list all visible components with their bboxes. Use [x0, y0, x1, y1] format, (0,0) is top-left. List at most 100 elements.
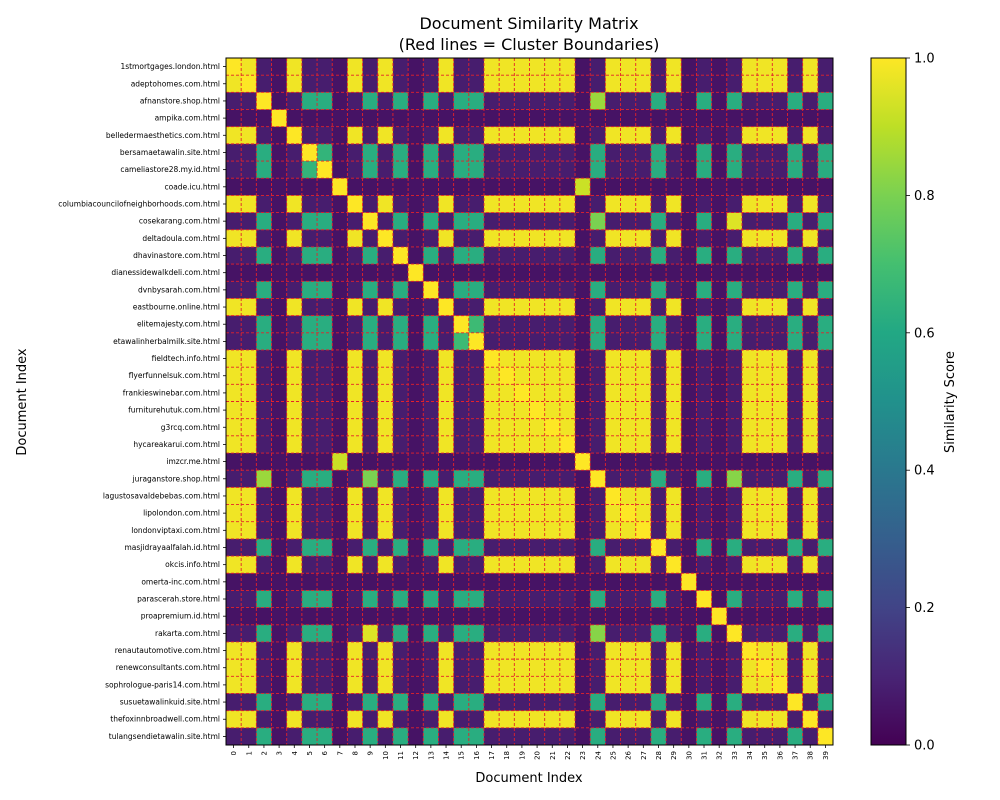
heatmap-cell — [575, 607, 591, 626]
heatmap-cell — [362, 281, 379, 299]
heatmap-cell — [514, 195, 530, 213]
heatmap-cell — [468, 298, 485, 317]
heatmap-cell — [377, 693, 394, 712]
heatmap-cell — [559, 453, 576, 471]
heatmap-cell — [741, 349, 758, 368]
heatmap-cell — [256, 298, 272, 317]
heatmap-cell — [650, 178, 667, 196]
heatmap-cell — [529, 659, 546, 677]
x-tick-label: 2 — [260, 751, 268, 755]
heatmap-cell — [226, 470, 242, 488]
heatmap-cell — [271, 418, 288, 437]
heatmap-cell — [802, 453, 819, 471]
heatmap-cell — [559, 641, 576, 660]
heatmap-cell — [317, 504, 333, 523]
heatmap-cell — [635, 332, 652, 351]
heatmap-cell — [483, 521, 500, 540]
heatmap-cell — [802, 92, 819, 110]
heatmap-cell — [468, 470, 485, 488]
heatmap-cell — [468, 349, 485, 368]
heatmap-cell — [620, 504, 637, 523]
heatmap-cell — [317, 212, 333, 231]
heatmap-cell — [529, 384, 546, 402]
heatmap-cell — [317, 195, 333, 213]
heatmap-cell — [544, 126, 561, 145]
x-tick-label: 19 — [518, 751, 526, 760]
x-tick-label: 35 — [761, 751, 769, 760]
heatmap-cell — [696, 435, 712, 454]
heatmap-cell — [362, 298, 379, 317]
heatmap-cell — [423, 538, 439, 557]
heatmap-cell — [499, 401, 515, 420]
heatmap-cell — [620, 607, 637, 626]
heatmap-cell — [499, 693, 515, 712]
x-tick-label: 38 — [807, 751, 815, 760]
x-axis-ticks: 0 1 2 3 4 5 6 7 8 9 10 11 12 13 14 15 16 17 18 19 20 21 22 23 24… — [230, 745, 830, 760]
y-tick-label: sophrologue-paris14.com.html — [105, 680, 220, 689]
heatmap-cell — [408, 727, 424, 746]
heatmap-cell — [347, 710, 363, 729]
heatmap-cell — [681, 538, 697, 557]
heatmap-cell — [392, 693, 409, 712]
y-tick-label: coade.icu.html — [165, 182, 221, 191]
heatmap-cell — [711, 143, 728, 162]
heatmap-cell — [772, 161, 788, 179]
heatmap-cell — [802, 659, 819, 677]
heatmap-cell — [772, 418, 788, 437]
heatmap-cell — [711, 195, 728, 213]
heatmap-cell — [392, 676, 409, 694]
heatmap-cell — [332, 349, 348, 368]
heatmap-cell — [650, 246, 667, 265]
heatmap-cell — [681, 195, 697, 213]
heatmap-cell — [301, 349, 318, 368]
heatmap-cell — [544, 229, 561, 248]
heatmap-cell — [438, 590, 455, 608]
heatmap-cell — [590, 435, 606, 454]
heatmap-cell — [635, 521, 652, 540]
heatmap-cell — [226, 504, 242, 523]
heatmap-cell — [802, 298, 819, 317]
heatmap-cell — [392, 109, 409, 128]
heatmap-cell — [226, 195, 242, 213]
heatmap-cell — [757, 212, 773, 231]
heatmap-cell — [575, 435, 591, 454]
heatmap-cell — [226, 349, 242, 368]
heatmap-cell — [408, 607, 424, 626]
heatmap-cell — [757, 143, 773, 162]
heatmap-cell — [696, 693, 712, 712]
heatmap-cell — [438, 556, 455, 574]
heatmap-cell — [256, 504, 272, 523]
heatmap-cell — [757, 727, 773, 746]
heatmap-cell — [635, 453, 652, 471]
heatmap-cell — [817, 693, 834, 712]
heatmap-cell — [650, 367, 667, 385]
x-tick-label: 6 — [321, 750, 329, 755]
heatmap-cell — [392, 470, 409, 488]
heatmap-cell — [514, 521, 530, 540]
x-tick-label: 29 — [670, 751, 678, 760]
heatmap-cell — [802, 470, 819, 488]
heatmap-cell — [286, 521, 303, 540]
heatmap-cell — [286, 332, 303, 351]
heatmap-cell — [605, 573, 621, 591]
heatmap-cell — [362, 693, 379, 712]
heatmap-cell — [453, 641, 470, 660]
heatmap-cell — [544, 504, 561, 523]
heatmap-cell — [620, 229, 637, 248]
heatmap-cell — [483, 418, 500, 437]
heatmap-cell — [696, 161, 712, 179]
x-tick-label: 28 — [655, 751, 663, 760]
heatmap-cell — [666, 281, 682, 299]
heatmap-cell — [499, 246, 515, 265]
heatmap-cell — [757, 607, 773, 626]
heatmap-cell — [666, 556, 682, 574]
heatmap-cell — [256, 332, 272, 351]
heatmap-cell — [241, 641, 257, 660]
heatmap-cell — [741, 693, 758, 712]
heatmap-cell — [544, 590, 561, 608]
heatmap-cell — [499, 538, 515, 557]
y-tick-label: deltadoula.com.html — [142, 234, 220, 243]
heatmap-cell — [362, 710, 379, 729]
heatmap-cell — [332, 298, 348, 317]
heatmap-cell — [332, 727, 348, 746]
